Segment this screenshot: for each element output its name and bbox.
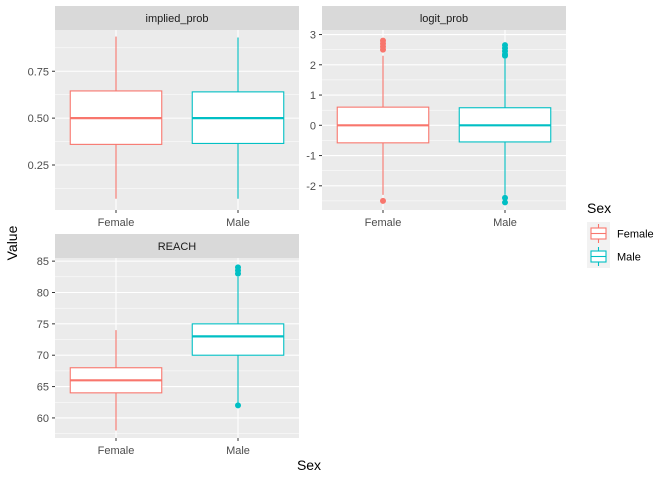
y-tick-label: 3 [310,30,316,42]
y-tick-label: 80 [37,287,49,299]
y-tick-label: 1 [310,90,316,102]
facet-panel-logit_prob: logit_prob -2 -1 0 1 2 3 Female Male [306,6,566,229]
strip-background [322,6,566,30]
box-female [69,36,163,199]
facet-panel-REACH: REACH 60 65 70 75 80 85 Female Male [37,234,299,457]
outlier-point [502,199,508,206]
x-axis-title: Sex [297,457,321,473]
y-tick-label: 0 [310,120,316,132]
legend-label: Male [617,252,641,264]
y-tick-label: 0.75 [28,66,49,78]
y-tick-label: -1 [306,151,316,163]
y-tick-label: 85 [37,256,49,268]
strip-label: logit_prob [420,13,468,25]
x-tick-label: Female [365,217,402,229]
x-tick-label: Male [493,217,517,229]
y-tick-label: -2 [306,181,316,193]
y-tick-label: 65 [37,382,49,394]
box-male [191,37,285,199]
x-tick-label: Male [226,217,250,229]
legend-label: Female [617,229,654,241]
box-male [191,264,285,409]
legend-title: Sex [587,200,611,216]
outlier-point [235,264,241,271]
strip-background [55,6,299,30]
legend-key-female: Female [587,222,654,245]
y-tick-label: 0.50 [28,113,49,125]
outlier-point [502,194,508,201]
x-tick-label: Female [98,445,135,457]
facet-panel-implied_prob: implied_prob 0.25 0.50 0.75 Female Male [28,6,299,229]
outlier-point [380,197,386,204]
y-tick-label: 75 [37,319,49,331]
outlier-point [235,402,241,409]
x-tick-label: Female [98,217,135,229]
box-female [69,330,163,431]
strip-background [55,234,299,258]
y-axis-title: Value [4,225,20,260]
x-tick-label: Male [226,445,250,457]
y-tick-label: 60 [37,413,49,425]
box-body [191,323,285,356]
y-tick-label: 0.25 [28,160,49,172]
box-female [336,37,430,204]
y-tick-label: 70 [37,350,49,362]
box-male [458,42,552,206]
legend: Sex Female Male [587,200,654,268]
strip-label: REACH [158,241,197,253]
outlier-point [502,42,508,49]
outlier-point [380,37,386,44]
y-tick-label: 2 [310,60,316,72]
strip-label: implied_prob [146,13,209,25]
legend-key-male: Male [587,245,641,268]
